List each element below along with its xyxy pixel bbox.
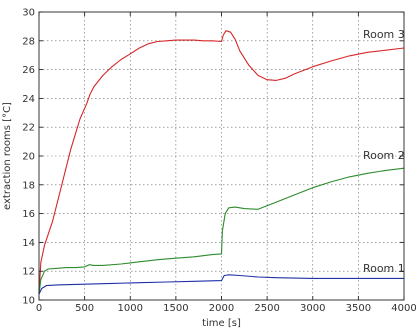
- x-axis-label: time [s]: [202, 318, 241, 329]
- y-tick-label: 16: [22, 209, 35, 220]
- x-tick-label: 4000: [391, 303, 416, 314]
- y-tick-label: 18: [22, 180, 35, 191]
- series-line-room-1: [38, 274, 404, 295]
- x-tick-label: 2500: [254, 303, 279, 314]
- y-tick-label: 22: [22, 123, 35, 134]
- series-label-room-1: Room 1: [363, 262, 405, 275]
- x-tick-label: 0: [36, 303, 42, 314]
- x-tick-label: 1500: [163, 303, 188, 314]
- y-tick-label: 30: [22, 8, 35, 19]
- series-lines: [38, 30, 405, 295]
- x-tick-label: 3500: [346, 303, 371, 314]
- y-tick-label: 14: [22, 238, 35, 249]
- axis-ticks: 0 500 1000 1500 2000 2500 3000 3500 4000 10 12 14 16…: [22, 8, 416, 315]
- y-tick-label: 12: [22, 267, 35, 278]
- grid: [39, 12, 404, 300]
- y-tick-label: 10: [22, 296, 35, 307]
- series-line-room-3: [38, 30, 405, 295]
- series-labels: Room 3 Room 2 Room 1: [363, 28, 405, 275]
- series-label-room-3: Room 3: [363, 28, 405, 41]
- x-tick-label: 3000: [300, 303, 325, 314]
- y-tick-label: 28: [22, 36, 35, 47]
- y-axis-label: extraction rooms [°C]: [2, 102, 13, 210]
- x-tick-label: 1000: [118, 303, 143, 314]
- y-tick-label: 24: [22, 94, 35, 105]
- series-label-room-2: Room 2: [363, 149, 405, 162]
- x-tick-label: 500: [75, 303, 94, 314]
- y-tick-label: 26: [22, 65, 35, 76]
- y-tick-label: 20: [22, 152, 35, 163]
- series-line-room-2: [38, 167, 405, 295]
- x-tick-label: 2000: [209, 303, 234, 314]
